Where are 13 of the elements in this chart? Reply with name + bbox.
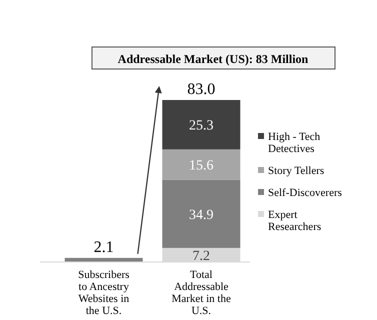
total-label: 2.1 [94, 238, 114, 256]
data-label: 15.6 [189, 158, 214, 174]
data-label: 34.9 [189, 208, 214, 223]
legend-label: Story Tellers [268, 165, 324, 177]
data-label: 25.3 [189, 118, 214, 134]
chart-title: Addressable Market (US): 83 Million [118, 52, 309, 66]
legend-label: Expert Researchers [268, 209, 322, 233]
data-label: 7.2 [192, 248, 210, 264]
legend-label: High - Tech Detectives [268, 131, 321, 155]
total-label: 83.0 [187, 81, 216, 98]
x-tick-label: Subscribers to Ancestry Websites in the U.S. [78, 269, 130, 317]
x-tick-label: Total Addressable Market in the U.S. [172, 269, 231, 317]
legend-label: Self-Discoverers [268, 187, 342, 199]
